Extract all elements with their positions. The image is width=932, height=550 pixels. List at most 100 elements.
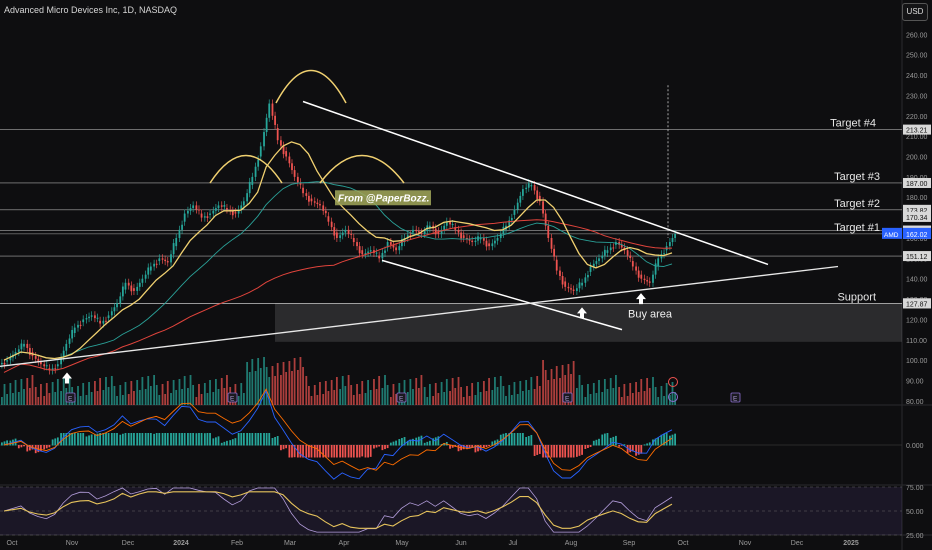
current-price-label: 162.02	[906, 232, 928, 239]
y-tick-label: 230.00	[906, 93, 928, 100]
volume-bar	[631, 393, 634, 405]
earnings-marker	[65, 392, 76, 403]
volume-bar	[392, 384, 395, 405]
macd-histogram-bar	[589, 445, 592, 447]
macd-histogram-bar	[149, 433, 152, 446]
macd-histogram-bar	[65, 433, 68, 446]
volume-bar	[282, 362, 285, 405]
volume-bar	[96, 391, 99, 405]
volume-bar	[516, 394, 519, 405]
candle-body	[657, 258, 660, 267]
buy-area-label: Buy area	[628, 308, 673, 320]
candle-body	[612, 247, 615, 249]
candle-body	[412, 229, 414, 233]
candle-body	[85, 318, 88, 320]
macd-histogram-bar	[572, 445, 575, 458]
volume-bar	[144, 389, 147, 405]
volume-bar	[423, 387, 426, 405]
volume-bar	[395, 394, 397, 405]
candle-body	[26, 343, 29, 348]
candle-body	[71, 329, 74, 339]
macd-histogram-bar	[654, 438, 657, 446]
macd-histogram-bar	[82, 433, 85, 446]
candle-body	[375, 252, 378, 254]
candle-body	[352, 237, 355, 243]
volume-bar	[589, 394, 592, 405]
candle-body	[195, 205, 198, 210]
volume-bar	[82, 383, 85, 405]
candle-body	[471, 240, 474, 243]
candle-body	[445, 221, 448, 226]
macd-signal-line	[3, 388, 673, 471]
volume-bar	[499, 376, 502, 405]
volume-bar	[434, 383, 437, 405]
volume-bar	[620, 397, 623, 405]
macd-histogram-bar	[516, 433, 519, 446]
macd-histogram-bar	[147, 433, 150, 446]
candle-body	[428, 225, 431, 229]
candle-body	[482, 237, 485, 241]
candle-body	[251, 176, 254, 186]
candle-body	[285, 151, 288, 157]
candle-body	[23, 343, 25, 347]
volume-bar	[313, 385, 316, 405]
macd-histogram-bar	[20, 445, 23, 448]
macd-histogram-bar	[263, 433, 265, 446]
candle-body	[9, 357, 12, 361]
candle-body	[263, 132, 265, 147]
candle-body	[105, 320, 107, 322]
candle-body	[206, 216, 209, 218]
candle-body	[203, 216, 206, 218]
volume-bar	[209, 380, 211, 405]
macd-histogram-bar	[339, 445, 342, 458]
macd-histogram-bar	[127, 433, 130, 446]
rsi-axis-label: 75.00	[906, 485, 924, 492]
volume-bar	[68, 377, 71, 405]
volume-bar	[155, 385, 158, 405]
candle-body	[280, 140, 282, 146]
macd-histogram-bar	[280, 445, 282, 451]
macd-histogram-bar	[335, 445, 338, 458]
macd-histogram-bar	[181, 433, 183, 446]
volume-bar	[223, 388, 226, 405]
candle-body	[423, 231, 426, 234]
macd-histogram-bar	[637, 445, 640, 455]
volume-bar	[598, 380, 600, 405]
candle-body	[620, 244, 623, 248]
macd-histogram-bar	[23, 445, 25, 447]
candle-body	[141, 278, 144, 283]
candle-body	[587, 274, 589, 278]
currency-button[interactable]: USD	[902, 3, 928, 21]
candle-body	[305, 193, 308, 196]
candle-body	[274, 115, 276, 125]
macd-histogram-bar	[373, 445, 375, 449]
macd-histogram-bar	[189, 433, 192, 446]
macd-histogram-bar	[195, 433, 198, 446]
macd-histogram-bar	[144, 433, 147, 446]
volume-bar	[460, 387, 463, 405]
candle-body	[671, 237, 674, 243]
candle-body	[214, 208, 217, 211]
volume-bar	[251, 359, 254, 405]
price-tag-label: 187.00	[906, 181, 928, 188]
macd-histogram-bar	[37, 445, 40, 453]
volume-bar	[482, 381, 485, 405]
volume-bar	[477, 382, 479, 405]
macd-histogram-bar	[519, 433, 522, 446]
macd-histogram-bar	[198, 433, 200, 446]
macd-histogram-bar	[344, 445, 347, 458]
volume-bar	[141, 377, 144, 405]
volume-bar	[527, 390, 530, 405]
macd-histogram-bar	[271, 438, 274, 446]
macd-histogram-bar	[187, 433, 189, 446]
volume-bar	[344, 386, 347, 405]
candle-body	[479, 237, 482, 240]
candle-body	[395, 247, 397, 251]
x-tick-label: 2025	[843, 540, 859, 547]
macd-histogram-bar	[392, 441, 395, 446]
volume-bar	[581, 385, 583, 405]
macd-histogram-bar	[606, 433, 609, 446]
macd-histogram-bar	[482, 445, 485, 449]
x-tick-label: Aug	[565, 540, 578, 547]
